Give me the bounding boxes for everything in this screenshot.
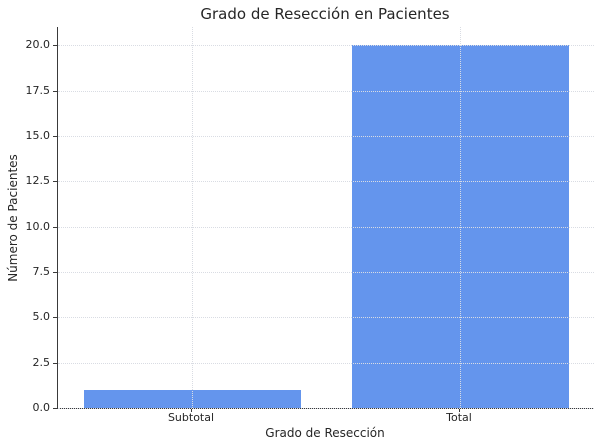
- plot-area: [57, 27, 594, 409]
- y-tick-mark: [53, 181, 57, 183]
- y-tick-label: 5.0: [32, 310, 51, 324]
- y-tick-mark: [53, 271, 57, 273]
- y-tick-label: 17.5: [25, 83, 51, 97]
- y-tick-label: 2.5: [32, 355, 51, 369]
- x-tick-mark: [191, 408, 192, 412]
- gridline-horizontal: [58, 90, 594, 92]
- y-tick-mark: [53, 408, 57, 409]
- y-tick-mark: [53, 45, 57, 47]
- y-tick-label: 12.5: [25, 174, 51, 188]
- y-tick-mark: [53, 135, 57, 137]
- y-tick-mark: [53, 90, 57, 92]
- y-tick-label: 20.0: [25, 38, 51, 52]
- gridline-horizontal: [58, 271, 594, 273]
- x-axis-label: Grado de Resección: [265, 426, 385, 440]
- y-tick-mark: [53, 317, 57, 319]
- gridline-horizontal: [58, 226, 594, 228]
- chart-title: Grado de Resección en Pacientes: [200, 5, 450, 23]
- gridline-horizontal: [58, 317, 594, 319]
- gridline-vertical: [192, 27, 193, 408]
- gridline-horizontal: [58, 181, 594, 183]
- y-tick-label: 0.0: [32, 401, 51, 414]
- y-tick-label: 15.0: [25, 128, 51, 142]
- y-tick-label: 7.5: [32, 264, 51, 278]
- gridline-horizontal: [58, 408, 594, 409]
- gridline-horizontal: [58, 362, 594, 364]
- gridline-horizontal: [58, 135, 594, 137]
- y-tick-mark: [53, 362, 57, 364]
- y-tick-label: 10.0: [25, 219, 51, 233]
- gridline-vertical: [460, 27, 461, 408]
- gridline-horizontal: [58, 45, 594, 47]
- x-tick-mark: [459, 408, 460, 412]
- x-tick-label: Subtotal: [167, 411, 215, 424]
- x-tick-label: Total: [446, 411, 472, 424]
- y-tick-mark: [53, 226, 57, 228]
